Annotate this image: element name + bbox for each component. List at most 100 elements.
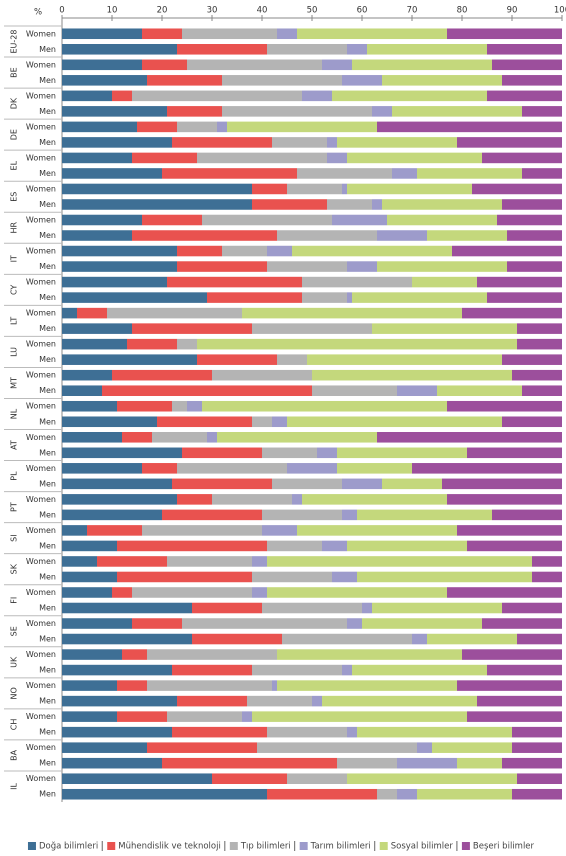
subgroup-label: Men xyxy=(39,200,56,209)
bar-segment xyxy=(217,121,227,133)
subgroup-label: Men xyxy=(39,107,56,116)
bar-segment xyxy=(62,556,97,567)
bar-segment xyxy=(202,214,332,226)
bar-segment xyxy=(347,773,517,784)
bar-segment xyxy=(62,44,177,55)
bar-segment xyxy=(177,121,217,133)
bar-segment xyxy=(417,168,522,179)
legend-swatch xyxy=(27,842,36,850)
bar-segment xyxy=(177,261,267,272)
bar-segment xyxy=(377,230,427,241)
bar-segment xyxy=(292,494,302,505)
bar-segment xyxy=(327,137,337,148)
bar-segment xyxy=(487,44,562,55)
subgroup-label: Men xyxy=(39,324,56,333)
bar-segment xyxy=(357,509,492,521)
bar-segment xyxy=(132,323,252,334)
bar-segment xyxy=(272,416,287,428)
bar-segment xyxy=(62,416,157,428)
bar-segment xyxy=(327,199,372,210)
bar-segment xyxy=(322,695,477,707)
bar-segment xyxy=(62,680,117,691)
bar-segment xyxy=(162,757,337,769)
bar-segment xyxy=(342,75,382,86)
bar-segment xyxy=(342,509,357,521)
bar-segment xyxy=(322,59,352,71)
subgroup-label: Women xyxy=(26,588,56,597)
bar-segment xyxy=(147,680,272,691)
bar-segment xyxy=(382,75,502,86)
bar-segment xyxy=(517,633,562,645)
bar-segment xyxy=(62,121,137,133)
bar-segment xyxy=(432,742,512,753)
bar-segment xyxy=(312,369,512,381)
x-tick-label: 40 xyxy=(257,6,268,16)
bar-segment xyxy=(502,602,562,614)
bar-segment xyxy=(357,726,512,738)
bar-segment xyxy=(437,385,522,396)
bar-segment xyxy=(362,602,372,614)
bar-segment xyxy=(127,338,177,350)
bar-segment xyxy=(467,540,562,552)
bar-segment xyxy=(347,618,362,629)
bar-segment xyxy=(512,788,562,800)
bar-segment xyxy=(367,44,487,55)
bar-segment xyxy=(132,152,197,164)
bar-segment xyxy=(187,59,322,71)
bar-segment xyxy=(212,494,292,505)
subgroup-label: Men xyxy=(39,138,56,147)
bar-segment xyxy=(172,137,272,148)
bar-segment xyxy=(212,369,312,381)
bar-segment xyxy=(182,447,262,459)
subgroup-label: Men xyxy=(39,355,56,364)
subgroup-label: Women xyxy=(26,433,56,442)
bar-segment xyxy=(252,183,287,195)
bar-segment xyxy=(222,245,267,257)
subgroup-label: Women xyxy=(26,619,56,628)
bar-segment xyxy=(412,633,427,645)
group-label: BA xyxy=(10,749,19,760)
bar-segment xyxy=(302,292,347,303)
bar-segment xyxy=(297,28,447,40)
bar-segment xyxy=(267,556,532,567)
bar-segment xyxy=(302,494,447,505)
legend-swatch xyxy=(229,842,238,850)
bar-segment xyxy=(62,509,162,521)
subgroup-label: Women xyxy=(26,495,56,504)
subgroup-label: Women xyxy=(26,402,56,411)
group-label: IT xyxy=(10,255,19,262)
bar-segment xyxy=(122,649,147,660)
bar-segment xyxy=(447,28,562,40)
bar-segment xyxy=(377,121,562,133)
bar-segment xyxy=(452,245,562,257)
bar-segment xyxy=(352,664,487,676)
subgroup-label: Men xyxy=(39,510,56,519)
bar-segment xyxy=(147,75,222,86)
bar-segment xyxy=(197,152,327,164)
bar-segment xyxy=(142,463,177,474)
bar-segment xyxy=(62,726,172,738)
bar-segment xyxy=(252,199,327,210)
bar-segment xyxy=(167,556,252,567)
subgroup-label: Women xyxy=(26,650,56,659)
bar-segment xyxy=(462,649,562,660)
bar-segment xyxy=(62,59,142,71)
bar-segment xyxy=(447,400,562,412)
bar-segment xyxy=(262,525,297,536)
group-label: HR xyxy=(10,222,19,234)
bar-segment xyxy=(457,680,562,691)
bar-segment xyxy=(427,230,507,241)
bar-segment xyxy=(62,788,267,800)
bar-segment xyxy=(502,75,562,86)
subgroup-label: Women xyxy=(26,122,56,131)
bar-segment xyxy=(62,261,177,272)
bar-segment xyxy=(267,44,347,55)
bar-segment xyxy=(62,773,212,784)
group-label: UK xyxy=(10,656,19,668)
bar-segment xyxy=(117,400,172,412)
group-label: FI xyxy=(10,597,19,604)
bar-segment xyxy=(117,540,267,552)
subgroup-label: Women xyxy=(26,681,56,690)
bar-segment xyxy=(347,726,357,738)
